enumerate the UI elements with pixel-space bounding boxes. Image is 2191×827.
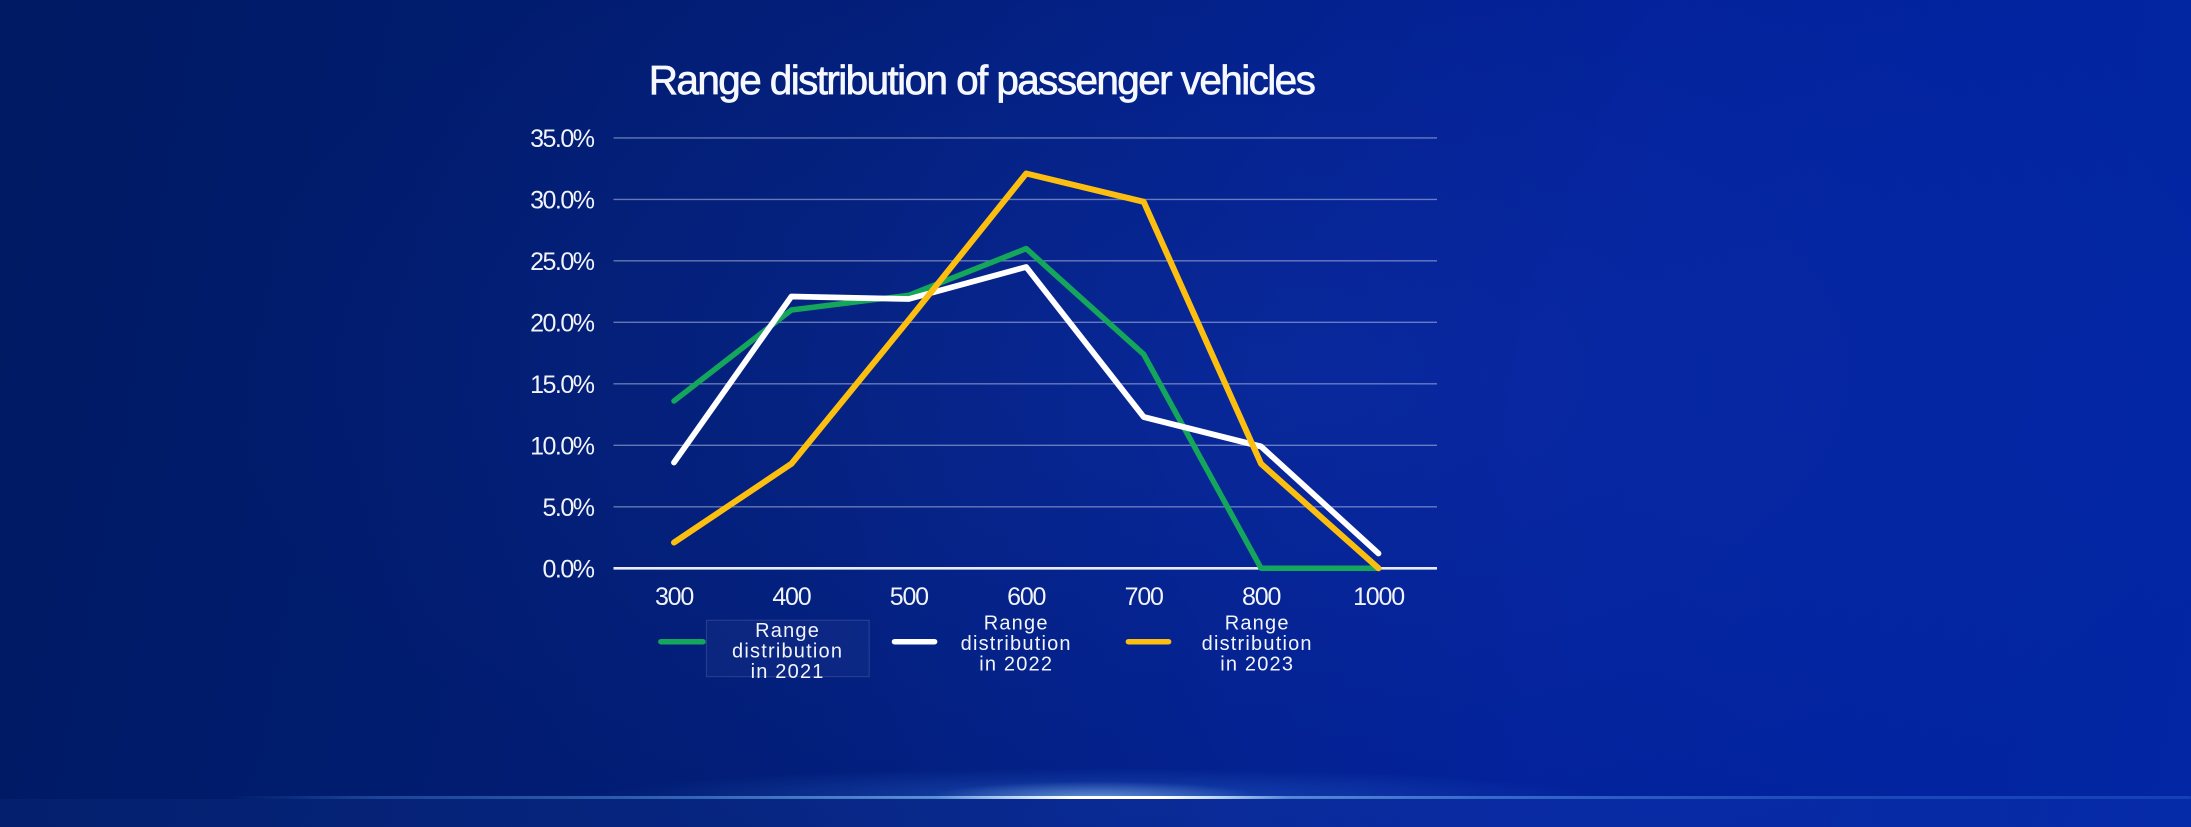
svg-text:in 2021: in 2021 bbox=[751, 661, 825, 683]
svg-text:400: 400 bbox=[772, 583, 810, 611]
svg-text:30.0%: 30.0% bbox=[530, 186, 595, 214]
svg-text:300: 300 bbox=[655, 583, 693, 611]
svg-text:distribution: distribution bbox=[1202, 633, 1313, 655]
svg-text:10.0%: 10.0% bbox=[530, 432, 595, 460]
svg-text:0.0%: 0.0% bbox=[543, 555, 595, 583]
svg-text:25.0%: 25.0% bbox=[530, 248, 595, 276]
svg-text:distribution: distribution bbox=[961, 633, 1072, 655]
svg-text:5.0%: 5.0% bbox=[543, 494, 595, 522]
svg-text:15.0%: 15.0% bbox=[530, 371, 595, 399]
svg-text:600: 600 bbox=[1007, 583, 1045, 611]
svg-text:Range: Range bbox=[1225, 613, 1290, 635]
svg-text:1000: 1000 bbox=[1353, 583, 1404, 611]
svg-text:distribution: distribution bbox=[732, 641, 843, 663]
svg-text:500: 500 bbox=[890, 583, 928, 611]
svg-text:35.0%: 35.0% bbox=[530, 125, 595, 153]
svg-text:20.0%: 20.0% bbox=[530, 309, 595, 337]
svg-text:800: 800 bbox=[1242, 583, 1280, 611]
svg-text:Range: Range bbox=[755, 620, 820, 642]
svg-text:in 2023: in 2023 bbox=[1220, 654, 1294, 676]
svg-text:Range: Range bbox=[984, 613, 1049, 635]
svg-text:in 2022: in 2022 bbox=[979, 654, 1053, 676]
svg-text:700: 700 bbox=[1125, 583, 1163, 611]
svg-text:Range distribution of passenge: Range distribution of passenger vehicles bbox=[649, 57, 1315, 103]
